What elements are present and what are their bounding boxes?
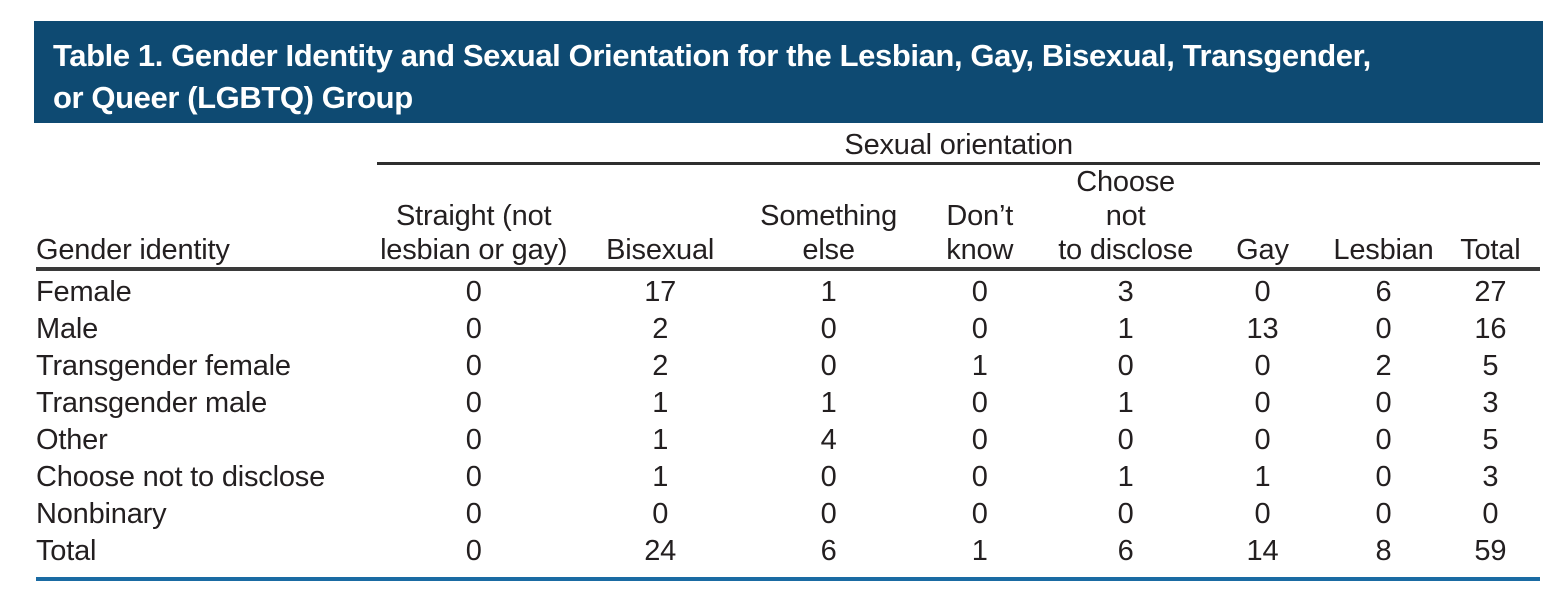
cell: 0	[820, 498, 837, 530]
column-header-choose-not-to-disclose: Choose not to disclose	[1052, 163, 1199, 271]
cell: 1	[1117, 387, 1134, 419]
cell: 0	[1482, 498, 1499, 530]
gender-identity-sexual-orientation-table: Sexual orientation Gender identity Strai…	[36, 128, 1540, 581]
cell: 0	[1254, 350, 1271, 382]
cell: 0	[1375, 424, 1392, 456]
column-header-row: Gender identity Straight (not lesbian or…	[36, 163, 1540, 271]
column-header-gay: Gay	[1198, 163, 1327, 271]
row-label: Nonbinary	[36, 498, 167, 530]
cell: 1	[1117, 313, 1134, 345]
cell: 27	[1474, 276, 1507, 308]
cell: 24	[569, 533, 751, 581]
table-row-total: Total 0 24 6 1 6 14 8 59	[36, 533, 1540, 581]
cell: 0	[1254, 387, 1271, 419]
row-label: Total	[36, 533, 378, 581]
cell: 0	[820, 350, 837, 382]
data-table-container: Sexual orientation Gender identity Strai…	[36, 128, 1540, 581]
cell: 0	[971, 387, 988, 419]
row-label: Choose not to disclose	[36, 461, 325, 493]
cell: 5	[1482, 424, 1499, 456]
cell: 59	[1440, 533, 1540, 581]
cell: 1	[820, 387, 837, 419]
cell: 3	[1482, 387, 1499, 419]
cell: 16	[1474, 313, 1507, 345]
cell: 2	[652, 350, 669, 382]
cell: 0	[971, 313, 988, 345]
column-header-total: Total	[1440, 163, 1540, 271]
column-header-straight: Straight (not lesbian or gay)	[377, 163, 570, 271]
cell: 0	[1375, 498, 1392, 530]
table-row-female: Female 0 17 1 0 3 0 6 27	[36, 269, 1540, 311]
cell: 6	[1375, 276, 1392, 308]
cell: 2	[652, 313, 669, 345]
group-header-spacer	[36, 128, 377, 164]
cell: 0	[1254, 276, 1271, 308]
cell: 1	[1117, 461, 1134, 493]
row-label: Transgender female	[36, 350, 291, 382]
column-header-lesbian: Lesbian	[1326, 163, 1441, 271]
cell: 0	[465, 276, 482, 308]
cell: 1	[652, 387, 669, 419]
cell: 8	[1326, 533, 1441, 581]
row-label: Transgender male	[36, 387, 268, 419]
column-header-bisexual: Bisexual	[569, 163, 751, 271]
cell: 6	[750, 533, 907, 581]
cell: 1	[652, 424, 669, 456]
cell: 1	[1254, 461, 1271, 493]
cell: 0	[652, 498, 669, 530]
cell: 1	[971, 350, 988, 382]
cell: 0	[820, 461, 837, 493]
table-title-banner: Table 1. Gender Identity and Sexual Orie…	[34, 21, 1543, 123]
cell: 0	[465, 461, 482, 493]
cell: 0	[971, 276, 988, 308]
cell: 2	[1375, 350, 1392, 382]
row-label: Male	[36, 313, 99, 345]
table-row-nonbinary: Nonbinary 0 0 0 0 0 0 0 0	[36, 496, 1540, 533]
group-header-sexual-orientation: Sexual orientation	[377, 128, 1540, 165]
column-header-something-else: Something else	[750, 163, 907, 271]
cell: 4	[820, 424, 837, 456]
cell: 0	[820, 313, 837, 345]
table-row-choose-not-to-disclose: Choose not to disclose 0 1 0 0 1 1 0 3	[36, 459, 1540, 496]
cell: 0	[1254, 424, 1271, 456]
cell: 0	[1117, 424, 1134, 456]
cell: 0	[465, 387, 482, 419]
cell: 0	[465, 424, 482, 456]
cell: 3	[1117, 276, 1134, 308]
table-row-other: Other 0 1 4 0 0 0 0 5	[36, 422, 1540, 459]
cell: 0	[465, 313, 482, 345]
table-title-line-2: or Queer (LGBTQ) Group	[53, 79, 413, 115]
table-title-line-1: Table 1. Gender Identity and Sexual Orie…	[53, 37, 1371, 73]
cell: 1	[906, 533, 1053, 581]
cell: 0	[465, 498, 482, 530]
cell: 0	[1254, 498, 1271, 530]
table-row-transgender-female: Transgender female 0 2 0 1 0 0 2 5	[36, 348, 1540, 385]
cell: 3	[1482, 461, 1499, 493]
cell: 0	[971, 498, 988, 530]
cell: 1	[820, 276, 837, 308]
cell: 0	[1375, 461, 1392, 493]
cell: 17	[644, 276, 677, 308]
table-row-male: Male 0 2 0 0 1 13 0 16	[36, 311, 1540, 348]
cell: 0	[377, 533, 570, 581]
cell: 0	[1375, 313, 1392, 345]
cell: 0	[971, 424, 988, 456]
cell: 0	[1117, 498, 1134, 530]
group-header-row: Sexual orientation	[36, 128, 1540, 165]
cell: 0	[1375, 387, 1392, 419]
cell: 6	[1052, 533, 1199, 581]
column-header-gender-identity: Gender identity	[36, 163, 378, 271]
cell: 1	[652, 461, 669, 493]
cell: 0	[465, 350, 482, 382]
cell: 0	[971, 461, 988, 493]
cell: 13	[1246, 313, 1279, 345]
row-label: Other	[36, 424, 108, 456]
cell: 14	[1198, 533, 1327, 581]
cell: 5	[1482, 350, 1499, 382]
row-label: Female	[36, 276, 132, 308]
column-header-dont-know: Don’t know	[906, 163, 1053, 271]
table-row-transgender-male: Transgender male 0 1 1 0 1 0 0 3	[36, 385, 1540, 422]
cell: 0	[1117, 350, 1134, 382]
